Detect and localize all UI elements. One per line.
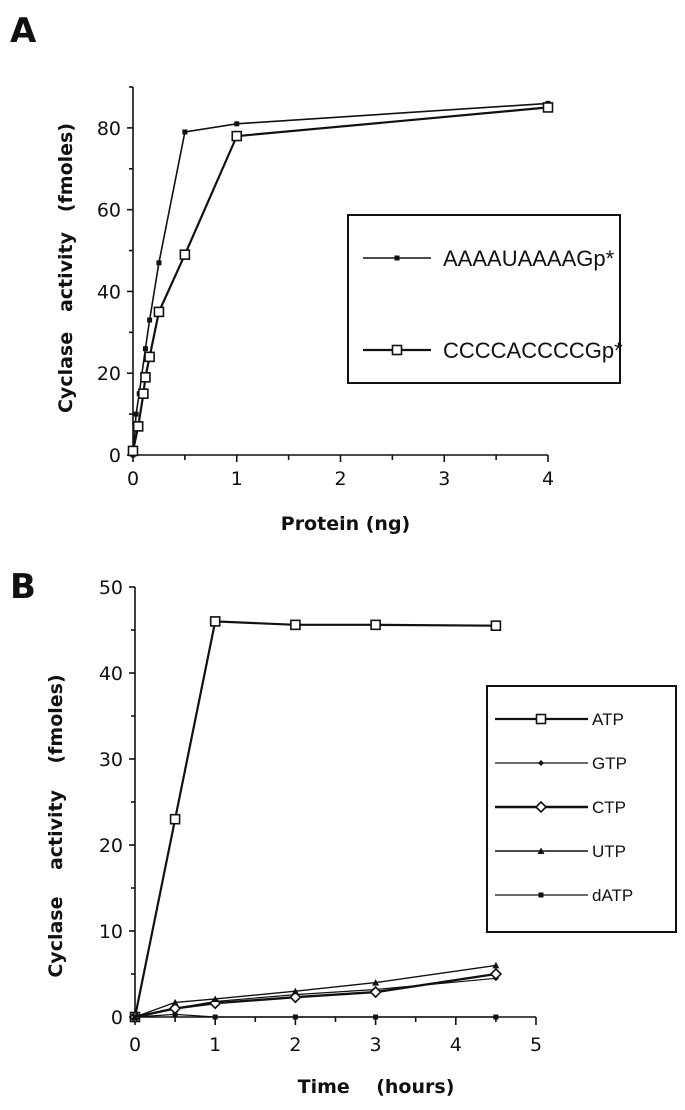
- panel-b: B 0 10 20 30 40 50 0 1 2 3 4 5 Time (hours) Cyclase ac…: [10, 567, 677, 1098]
- y-tick-label: 50: [99, 577, 123, 599]
- x-tick-label: 0: [127, 468, 139, 490]
- legend-label: dATP: [592, 886, 633, 905]
- legend-marker: [538, 892, 544, 898]
- legend-marker: [538, 760, 544, 766]
- data-point: [490, 620, 502, 632]
- data-point: [153, 306, 165, 318]
- y-tick-label: 30: [99, 749, 123, 771]
- data-point: [132, 1014, 138, 1020]
- y-tick-label: 80: [97, 118, 121, 140]
- legend-marker: [394, 255, 400, 261]
- x-axis-label: Protein (ng): [281, 513, 410, 535]
- data-point: [133, 411, 139, 417]
- data-point: [138, 388, 149, 399]
- x-tick-label: 5: [530, 1034, 542, 1056]
- y-tick-label: 0: [111, 1007, 123, 1029]
- x-tick-label: 1: [231, 468, 243, 490]
- data-point: [290, 619, 301, 631]
- series-line: [134, 964, 496, 1018]
- series-utp: [131, 961, 500, 1020]
- x-tick-label: 1: [209, 1034, 221, 1056]
- y-tick-label: 0: [109, 445, 121, 467]
- data-point: [127, 445, 139, 457]
- series-line: [134, 1013, 496, 1018]
- series-atp: [129, 616, 502, 1023]
- data-point: [179, 249, 191, 260]
- data-point: [489, 967, 503, 981]
- data-point: [171, 998, 179, 1006]
- data-point: [172, 1011, 178, 1017]
- y-tick-label: 40: [97, 281, 121, 303]
- x-tick-label: 3: [438, 468, 450, 490]
- legend-label: CTP: [592, 798, 626, 817]
- data-point: [169, 813, 181, 825]
- legend-marker: [535, 713, 547, 725]
- legend-label: GTP: [592, 754, 627, 773]
- y-tick-label: 20: [99, 835, 123, 857]
- data-point: [211, 995, 219, 1002]
- y-axis-label: Cyclase activity (fmoles): [55, 123, 77, 413]
- data-point: [147, 317, 153, 323]
- data-point: [493, 1014, 499, 1020]
- data-point: [156, 260, 162, 266]
- data-point: [209, 616, 221, 627]
- legend-marker: [537, 847, 545, 854]
- legend-label: UTP: [592, 842, 626, 861]
- legend-label: AAAAUAAAAGp*: [443, 246, 615, 271]
- y-tick-label: 20: [97, 363, 121, 385]
- panel-a: A 0 20 40 60 80 0 1 2 3 4 Protein (ng) Cyclase activ…: [10, 11, 623, 535]
- data-point: [182, 129, 188, 135]
- series-line: [133, 620, 496, 1018]
- series-line: [134, 972, 497, 1019]
- x-tick-label: 4: [450, 1034, 462, 1056]
- legend-label: CCCCACCCCGp*: [443, 338, 623, 363]
- data-point: [144, 351, 155, 363]
- data-point: [292, 1014, 298, 1020]
- data-point: [140, 372, 151, 383]
- x-tick-label: 2: [289, 1034, 301, 1056]
- legend-marker: [391, 344, 403, 356]
- data-point: [373, 1014, 379, 1020]
- x-tick-label: 0: [129, 1034, 141, 1056]
- legend: ATP GTP CTP UTP dATP: [486, 685, 677, 933]
- y-tick-label: 40: [99, 663, 123, 685]
- y-tick-label: 10: [99, 921, 123, 943]
- series-ctp: [128, 967, 503, 1024]
- series-ccccaccccgp-: [127, 102, 554, 457]
- panel-letter-b: B: [10, 567, 36, 607]
- x-tick-label: 3: [370, 1034, 382, 1056]
- y-tick-label: 60: [97, 200, 121, 222]
- data-point: [492, 961, 500, 969]
- data-point: [370, 619, 381, 631]
- x-axis-label: Time (hours): [298, 1076, 455, 1098]
- legend: AAAAUAAAAGp* CCCCACCCCGp*: [347, 214, 623, 384]
- data-point: [231, 130, 243, 142]
- data-point: [289, 991, 302, 1004]
- data-point: [369, 985, 382, 999]
- data-point: [372, 979, 380, 986]
- data-point: [542, 102, 554, 113]
- series-datp: [132, 1011, 499, 1020]
- data-point: [291, 987, 299, 995]
- legend-label: ATP: [592, 710, 624, 729]
- x-tick-label: 4: [542, 468, 554, 490]
- series-line: [134, 977, 496, 1018]
- data-point: [234, 121, 240, 127]
- data-point: [212, 1014, 218, 1020]
- y-axis-label: Cyclase activity (fmoles): [45, 674, 67, 977]
- legend-box: [486, 685, 677, 933]
- x-tick-label: 2: [334, 468, 346, 490]
- data-point: [142, 346, 148, 352]
- panel-letter-a: A: [10, 11, 37, 51]
- legend-marker: [534, 800, 548, 814]
- data-point: [132, 421, 144, 432]
